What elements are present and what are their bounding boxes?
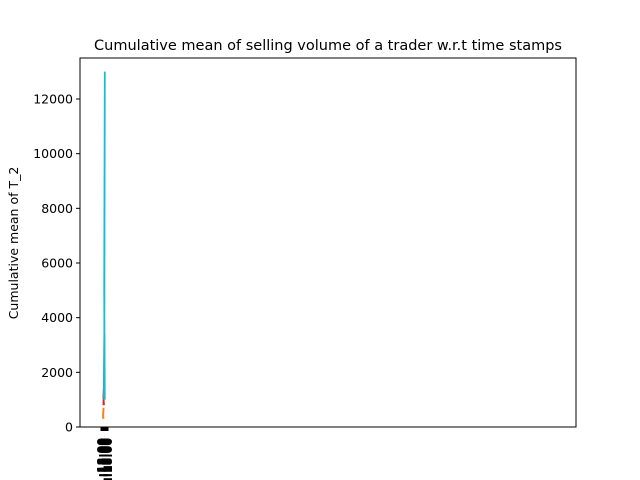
x-tick-label-4: 11:18:00 (99, 438, 112, 480)
y-tick-label-4: 8000 (41, 201, 73, 216)
y-tick-label-0: 0 (65, 420, 73, 435)
plot-frame (79, 57, 577, 428)
x-tick-label-3: 11:18:00 (98, 438, 111, 480)
x-tick-label-6: 11:18:00 (101, 438, 114, 480)
y-tick-label-2: 4000 (41, 310, 73, 325)
y-axis-label: Cumulative mean of T_2 (6, 167, 21, 320)
x-tick-label-7: 11:18:00 (102, 438, 115, 480)
x-ticks: 11:18:0011:18:0011:18:0011:18:0011:18:00… (95, 427, 115, 480)
y-tick-label-1: 2000 (41, 365, 73, 380)
y-tick-label-3: 6000 (41, 256, 73, 271)
x-tick-label-1: 11:18:00 (96, 438, 109, 480)
series-line-0 (102, 407, 105, 419)
series-line-3 (103, 71, 106, 400)
y-tick-label-5: 10000 (33, 146, 73, 161)
chart-title: Cumulative mean of selling volume of a t… (94, 38, 562, 54)
x-tick-label-2: 11:18:00 (97, 438, 110, 480)
y-ticks: 0 2000 4000 6000 8000 10000 12000 (33, 92, 80, 435)
x-tick-label-0: 11:18:00 (95, 438, 108, 480)
series-layer (102, 71, 106, 419)
y-tick-label-6: 12000 (33, 92, 73, 107)
x-tick-label-5: 11:18:00 (100, 438, 113, 480)
